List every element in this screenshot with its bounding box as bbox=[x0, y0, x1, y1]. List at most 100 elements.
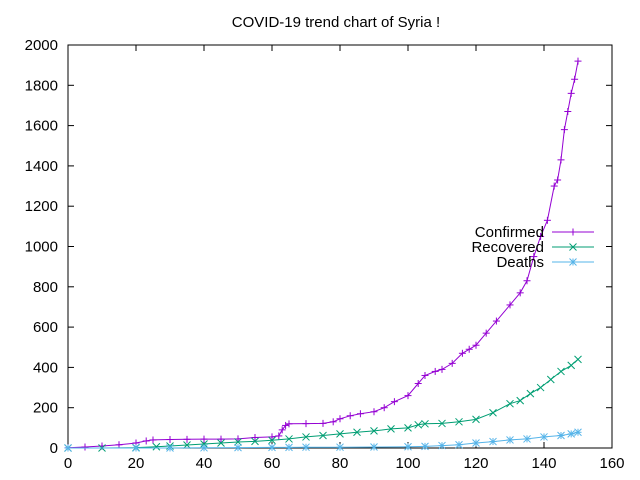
x-tick-label: 80 bbox=[332, 455, 349, 472]
x-tick-label: 40 bbox=[196, 455, 213, 472]
data-point-confirmed bbox=[537, 232, 545, 240]
data-point-confirmed bbox=[506, 301, 514, 309]
data-point-recovered bbox=[217, 439, 225, 447]
y-tick-label: 2000 bbox=[25, 37, 58, 54]
data-point-recovered bbox=[404, 423, 412, 432]
chart-title: COVID-19 trend chart of Syria ! bbox=[232, 14, 440, 31]
data-point-confirmed bbox=[414, 380, 422, 388]
data-point-confirmed bbox=[564, 107, 572, 115]
data-point-deaths bbox=[200, 443, 208, 452]
data-point-recovered bbox=[574, 355, 582, 364]
data-point-recovered bbox=[506, 399, 514, 408]
data-point-deaths bbox=[234, 443, 242, 452]
data-point-confirmed bbox=[166, 436, 174, 444]
data-point-recovered bbox=[526, 389, 535, 398]
data-point-deaths bbox=[557, 431, 565, 440]
data-point-confirmed bbox=[404, 392, 412, 400]
data-point-deaths bbox=[523, 435, 531, 443]
data-point-confirmed bbox=[523, 277, 531, 285]
data-point-recovered bbox=[370, 427, 378, 435]
data-point-confirmed bbox=[492, 317, 500, 325]
data-point-confirmed bbox=[421, 371, 429, 379]
series-layer bbox=[64, 57, 582, 452]
data-point-deaths bbox=[506, 436, 514, 444]
data-point-recovered bbox=[319, 431, 327, 440]
data-point-recovered bbox=[536, 383, 545, 392]
data-point-confirmed bbox=[278, 426, 286, 434]
x-tick-label: 100 bbox=[395, 455, 420, 472]
x-tick-label: 0 bbox=[64, 455, 72, 472]
x-tick-label: 160 bbox=[599, 455, 624, 472]
x-tick-label: 140 bbox=[531, 455, 556, 472]
legend-marker-recovered bbox=[569, 243, 577, 251]
data-point-recovered bbox=[152, 442, 161, 451]
data-point-confirmed bbox=[319, 419, 327, 427]
data-point-confirmed bbox=[285, 420, 293, 428]
data-point-confirmed bbox=[550, 182, 558, 190]
data-point-deaths bbox=[268, 443, 276, 452]
data-point-recovered bbox=[251, 437, 259, 446]
data-point-confirmed bbox=[346, 412, 354, 420]
data-point-recovered bbox=[489, 408, 497, 417]
data-point-confirmed bbox=[530, 253, 538, 261]
y-tick-label: 800 bbox=[33, 279, 58, 296]
data-point-recovered bbox=[183, 441, 191, 449]
data-point-deaths bbox=[132, 444, 140, 452]
data-point-confirmed bbox=[302, 420, 310, 428]
data-point-confirmed bbox=[115, 441, 123, 449]
series-recovered bbox=[64, 355, 582, 452]
data-point-recovered bbox=[302, 433, 310, 441]
y-tick-label: 1400 bbox=[25, 158, 58, 175]
y-tick-label: 1200 bbox=[25, 198, 58, 215]
data-point-confirmed bbox=[183, 435, 191, 443]
data-point-deaths bbox=[336, 443, 344, 452]
data-point-deaths bbox=[285, 443, 293, 452]
x-tick-label: 20 bbox=[128, 455, 145, 472]
data-point-deaths bbox=[574, 428, 582, 437]
y-tick-label: 400 bbox=[33, 359, 58, 376]
data-point-deaths bbox=[489, 437, 497, 446]
series-line-recovered bbox=[68, 358, 579, 449]
data-point-recovered bbox=[557, 367, 565, 376]
legend-label-deaths: Deaths bbox=[496, 254, 544, 271]
data-point-recovered bbox=[268, 436, 276, 445]
y-tick-label: 200 bbox=[33, 400, 58, 417]
data-point-deaths bbox=[302, 443, 310, 452]
data-point-deaths bbox=[540, 433, 548, 441]
data-point-confirmed bbox=[380, 404, 388, 412]
data-point-confirmed bbox=[567, 89, 575, 97]
data-point-confirmed bbox=[282, 421, 290, 429]
data-point-confirmed bbox=[560, 126, 568, 134]
x-tick-label: 60 bbox=[264, 455, 281, 472]
data-point-deaths bbox=[438, 441, 446, 450]
data-point-confirmed bbox=[251, 434, 259, 442]
data-point-confirmed bbox=[390, 398, 398, 406]
y-tick-label: 1000 bbox=[25, 239, 58, 256]
data-point-confirmed bbox=[268, 433, 276, 441]
data-point-deaths bbox=[64, 444, 72, 452]
axis-ticks: 0 20 40 60 80 100 120 140 1600200400600800100012… bbox=[25, 37, 625, 472]
y-tick-label: 600 bbox=[33, 319, 58, 336]
data-point-confirmed bbox=[200, 435, 208, 443]
data-point-confirmed bbox=[516, 289, 524, 297]
data-point-deaths bbox=[421, 442, 429, 451]
data-point-confirmed bbox=[81, 443, 89, 451]
data-point-confirmed bbox=[448, 359, 456, 367]
data-point-confirmed bbox=[217, 435, 225, 443]
data-point-confirmed bbox=[142, 437, 150, 445]
data-point-confirmed bbox=[554, 176, 562, 184]
data-point-deaths bbox=[567, 430, 576, 438]
data-point-deaths bbox=[472, 439, 480, 447]
data-point-recovered bbox=[516, 396, 525, 405]
data-point-confirmed bbox=[370, 408, 378, 416]
data-point-confirmed bbox=[356, 410, 364, 418]
data-point-recovered bbox=[567, 361, 576, 370]
data-point-recovered bbox=[421, 419, 429, 428]
data-point-recovered bbox=[387, 425, 395, 433]
data-point-confirmed bbox=[149, 436, 157, 444]
data-point-recovered bbox=[285, 435, 293, 443]
data-point-confirmed bbox=[482, 329, 490, 337]
data-point-confirmed bbox=[465, 345, 473, 353]
